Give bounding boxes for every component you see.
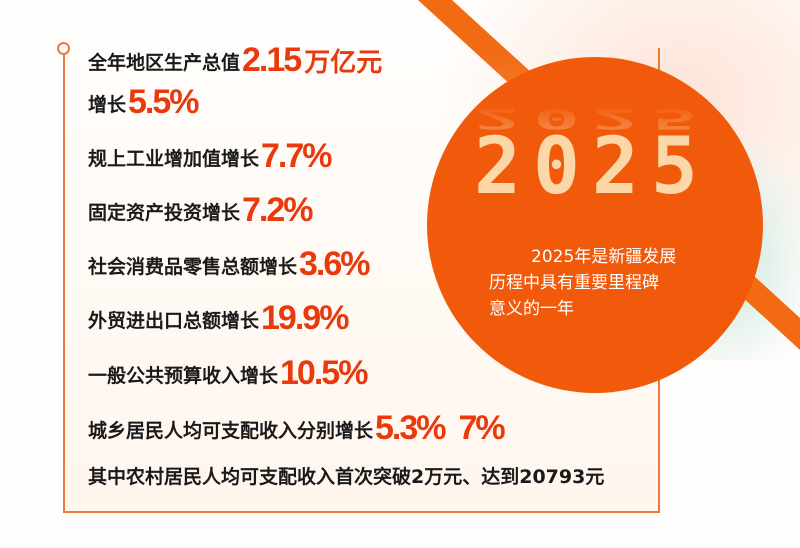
stat-value: 7.7% [261,137,332,175]
stat-label: 增长 [88,94,127,116]
year-title: 2025 [474,122,710,212]
stat-label: 一般公共预算收入增长 [88,365,279,387]
stat-label: 规上工业增加值增长 [88,148,260,170]
stat-trade: 外贸进出口总额增长 19.9% [88,299,349,337]
stat-label: 固定资产投资增长 [88,202,241,224]
caption-line: 意义的一年 [489,299,574,319]
stat-label: 全年地区生产总值 [88,52,241,74]
stat-retail: 社会消费品零售总额增长 3.6% [88,245,371,283]
year-reflection-text: 2025 [474,103,710,135]
stat-unit: 万亿元 [304,48,383,78]
stat-value: 2.15 [242,41,302,79]
stat-value: 3.6% [299,245,370,283]
year-caption: 2025年是新疆发展 历程中具有重要里程碑 意义的一年 [489,244,709,322]
stat-value: 7.2% [242,191,313,229]
stat-investment: 固定资产投资增长 7.2% [88,191,314,229]
stat-value: 19.9% [261,299,349,337]
stat-value: 5.5% [128,83,199,121]
stat-label: 城乡居民人均可支配收入分别增长 [88,420,374,442]
stat-budget: 一般公共预算收入增长 10.5% [88,354,368,392]
year-reflection: 2025 [474,103,710,135]
stat-label: 外贸进出口总额增长 [88,310,260,332]
caption-line: 历程中具有重要里程碑 [489,273,659,293]
stat-label: 社会消费品零售总额增长 [88,256,298,278]
stat-gdp-growth: 增长 5.5% [88,83,200,121]
timeline-dot [57,42,70,55]
stat-value: 10.5% [280,354,368,392]
stat-value: 5.3% [375,409,446,447]
footnote: 其中农村居民人均可支配收入首次突破2万元、达到20793元 [88,466,605,488]
stat-value-rural: 7% [458,409,506,447]
stat-income: 城乡居民人均可支配收入分别增长 5.3% 7% [88,409,506,447]
caption-line: 2025年是新疆发展 [531,247,677,267]
stat-industry: 规上工业增加值增长 7.7% [88,137,333,175]
stat-gdp: 全年地区生产总值 2.15 万亿元 [88,42,382,78]
year-circle [427,57,763,393]
